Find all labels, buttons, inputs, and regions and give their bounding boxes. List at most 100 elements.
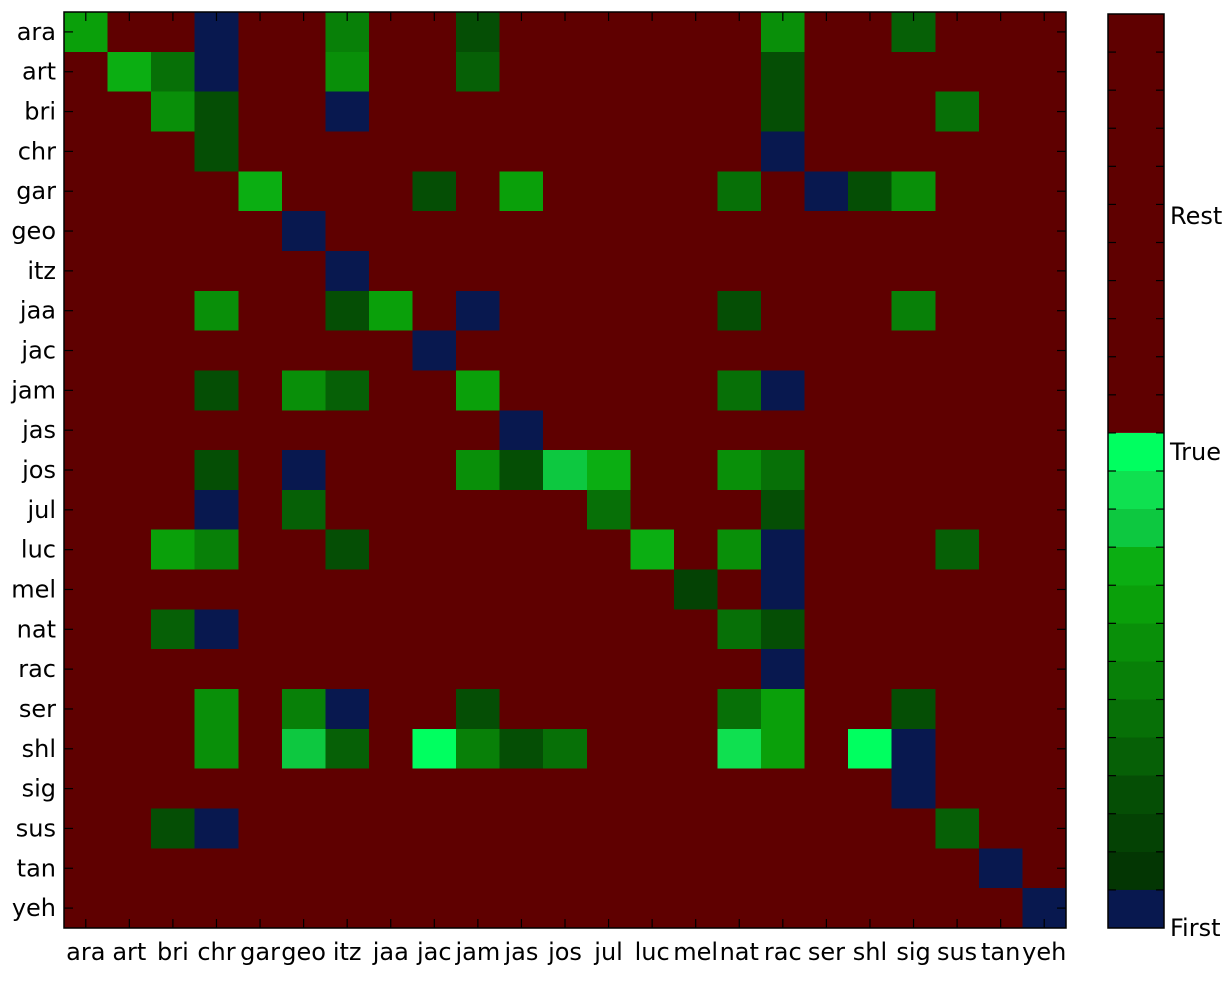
heatmap-cell — [848, 211, 893, 252]
heatmap-cell — [717, 51, 762, 93]
y-tick-label: luc — [21, 536, 56, 564]
heatmap-cell — [761, 450, 806, 491]
heatmap-cell — [368, 51, 414, 93]
heatmap-cell — [368, 250, 414, 292]
heatmap-cell — [630, 250, 675, 292]
heatmap-cell — [673, 450, 719, 491]
heatmap-cell — [717, 410, 762, 451]
heatmap-cell — [412, 91, 457, 133]
heatmap-cell — [107, 410, 152, 451]
heatmap-cell — [804, 330, 849, 372]
heatmap-cell — [935, 808, 980, 849]
heatmap-cell — [456, 51, 501, 93]
heatmap-cell — [456, 489, 501, 531]
heatmap-cell — [543, 250, 588, 292]
heatmap-cell — [804, 171, 849, 212]
heatmap-cell — [499, 689, 544, 730]
heatmap-cell — [151, 290, 196, 332]
heatmap-cell — [151, 689, 196, 730]
colorbar-label: Rest — [1170, 202, 1222, 230]
heatmap-cell — [761, 728, 806, 770]
heatmap-cell — [368, 768, 414, 810]
heatmap-cell — [107, 131, 152, 172]
heatmap-cell — [717, 489, 762, 531]
heatmap-cell — [848, 131, 893, 172]
heatmap-cell — [978, 370, 1024, 411]
heatmap-cell — [238, 410, 283, 451]
heatmap-cell — [804, 728, 849, 770]
heatmap-cell — [586, 649, 631, 690]
y-tick-label: jac — [20, 337, 56, 365]
heatmap-cell — [281, 689, 326, 730]
heatmap-cell — [499, 211, 544, 252]
x-tick-label: ser — [808, 938, 845, 966]
heatmap-cell — [325, 91, 370, 133]
heatmap-cell — [499, 450, 544, 491]
heatmap-cell — [891, 211, 936, 252]
heatmap-cell — [804, 370, 849, 411]
heatmap-cell — [761, 649, 806, 690]
heatmap-cell — [848, 689, 893, 730]
heatmap-cell — [499, 131, 544, 172]
heatmap-cell — [151, 51, 196, 93]
heatmap-cell — [848, 250, 893, 292]
heatmap-cell — [848, 410, 893, 451]
heatmap-cell — [238, 171, 283, 212]
y-tick-label: chr — [18, 137, 56, 165]
heatmap-cell — [107, 330, 152, 372]
heatmap-cell — [586, 768, 631, 810]
heatmap-cell — [978, 848, 1024, 889]
heatmap-cell — [281, 131, 326, 172]
heatmap-cell — [194, 330, 239, 372]
y-tick-label: art — [22, 58, 56, 86]
heatmap-cell — [717, 91, 762, 133]
heatmap-cell — [935, 131, 980, 172]
heatmap-cell — [194, 370, 239, 411]
heatmap-cell — [325, 131, 370, 172]
heatmap-cell — [194, 211, 239, 252]
heatmap-cell — [717, 609, 762, 650]
heatmap-cell — [630, 689, 675, 730]
heatmap-cell — [935, 848, 980, 889]
colorbar-true-segment — [1108, 699, 1164, 739]
heatmap-cell — [586, 211, 631, 252]
x-tick-label: sus — [937, 938, 977, 966]
heatmap-cell — [935, 51, 980, 93]
heatmap-cell — [412, 768, 457, 810]
heatmap-cell — [630, 91, 675, 133]
heatmap-cell — [848, 529, 893, 571]
heatmap-cell — [586, 171, 631, 212]
heatmap-cell — [412, 211, 457, 252]
heatmap-cell — [761, 171, 806, 212]
heatmap-cell — [673, 91, 719, 133]
heatmap-cell — [238, 250, 283, 292]
heatmap-cell — [194, 410, 239, 451]
heatmap-cell — [761, 848, 806, 889]
heatmap-cell — [456, 529, 501, 571]
heatmap-cell — [543, 410, 588, 451]
colorbar-true-segment — [1108, 737, 1164, 777]
heatmap-cell — [586, 808, 631, 849]
heatmap-cell — [673, 131, 719, 172]
heatmap-cell — [107, 290, 152, 332]
heatmap-cell — [325, 808, 370, 849]
heatmap-cell — [151, 728, 196, 770]
heatmap-cell — [586, 569, 631, 610]
heatmap-cell — [151, 489, 196, 531]
heatmap-cell — [194, 131, 239, 172]
heatmap-cell — [107, 529, 152, 571]
y-tick-label: ser — [19, 695, 56, 723]
x-tick-label: gar — [240, 938, 280, 966]
heatmap-cell — [238, 728, 283, 770]
heatmap-cell — [151, 410, 196, 451]
heatmap-cell — [804, 569, 849, 610]
heatmap-cell — [151, 848, 196, 889]
y-tick-label: nat — [17, 615, 56, 643]
heatmap-cell — [456, 768, 501, 810]
heatmap-cell — [717, 689, 762, 730]
heatmap-cell — [238, 689, 283, 730]
heatmap-cell — [412, 529, 457, 571]
heatmap-cell — [761, 410, 806, 451]
heatmap-cell — [107, 91, 152, 133]
